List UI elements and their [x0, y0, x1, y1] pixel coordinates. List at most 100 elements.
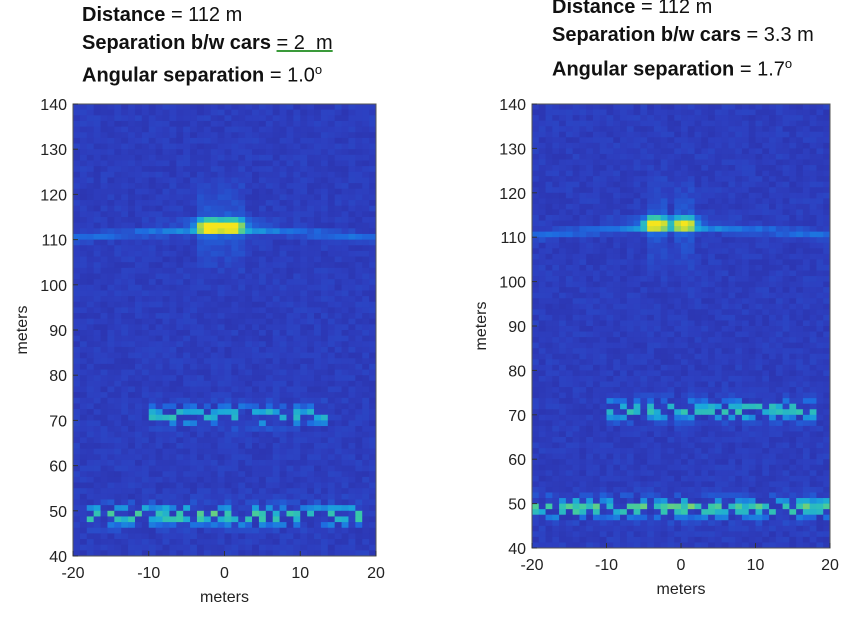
heatmap-cell	[128, 426, 136, 433]
heatmap-cell	[134, 188, 143, 195]
heatmap-cell	[114, 188, 122, 195]
heatmap-cell	[762, 253, 770, 260]
heatmap-cell	[307, 188, 315, 195]
heatmap-cell	[721, 165, 729, 172]
heatmap-cell	[626, 153, 635, 160]
heatmap-cell	[245, 194, 253, 201]
heatmap-cell	[613, 187, 621, 194]
heatmap-cell	[300, 137, 308, 145]
heatmap-cell	[545, 142, 553, 149]
heatmap-cell	[552, 153, 560, 160]
heatmap-cell	[327, 143, 336, 150]
heatmap-cell	[183, 166, 191, 173]
heatmap-cell	[620, 131, 628, 138]
heatmap-cell	[341, 239, 349, 246]
heatmap-cell	[307, 510, 315, 517]
heatmap-cell	[714, 137, 723, 144]
heatmap-cell	[100, 115, 108, 122]
heatmap-cell	[559, 137, 567, 144]
heatmap-cell	[816, 120, 824, 127]
heatmap-cell	[653, 215, 662, 222]
heatmap-cell	[559, 215, 567, 222]
heatmap-cell	[231, 465, 239, 472]
heatmap-cell	[762, 181, 770, 188]
heatmap-cell	[73, 488, 81, 495]
heatmap-cell	[341, 471, 349, 478]
heatmap-cell	[79, 522, 88, 529]
heatmap-cell	[816, 264, 824, 271]
heatmap-cell	[572, 215, 580, 222]
heatmap-cell	[79, 493, 88, 500]
heatmap-cell	[121, 471, 129, 478]
heatmap-cell	[245, 200, 253, 207]
heatmap-cell	[532, 192, 540, 199]
heatmap-cell	[183, 205, 191, 212]
heatmap-cell	[769, 109, 777, 116]
heatmap-cell	[286, 341, 294, 348]
heatmap-cell	[272, 183, 281, 190]
heatmap-cell	[252, 505, 260, 512]
heatmap-cell	[252, 397, 260, 404]
heatmap-cell	[775, 120, 784, 127]
heatmap-cell	[203, 386, 212, 393]
heatmap-cell	[73, 211, 81, 218]
heatmap-cell	[334, 443, 343, 450]
heatmap-cell	[653, 198, 662, 205]
heatmap-cell	[769, 270, 777, 277]
heatmap-cell	[592, 176, 601, 183]
heatmap-cell	[114, 262, 122, 269]
heatmap-cell	[183, 183, 191, 190]
heatmap-cell	[559, 153, 567, 160]
heatmap-cell	[579, 104, 587, 111]
heatmap-cell	[823, 153, 831, 160]
heatmap-cell	[245, 290, 253, 297]
heatmap-cell	[769, 187, 777, 194]
heatmap-cell	[79, 132, 88, 139]
heatmap-cell	[762, 104, 770, 111]
heatmap-cell	[748, 259, 756, 266]
heatmap-cell	[599, 242, 607, 249]
heatmap-cell	[307, 443, 315, 450]
heatmap-cell	[823, 248, 831, 255]
heatmap-cell	[210, 318, 219, 325]
heatmap-cell	[369, 194, 377, 201]
heatmap-cell	[714, 104, 723, 111]
heatmap-cell	[362, 233, 370, 241]
heatmap-cell	[176, 205, 184, 212]
heatmap-cell	[169, 510, 177, 517]
heatmap-cell	[334, 262, 343, 269]
heatmap-cell	[245, 431, 253, 438]
heatmap-cell	[169, 166, 177, 173]
heatmap-cell	[252, 493, 260, 500]
heatmap-cell	[272, 290, 281, 297]
heatmap-cell	[320, 499, 329, 506]
heatmap-cell	[176, 233, 184, 241]
heatmap-cell	[647, 115, 655, 122]
heatmap-cell	[369, 109, 377, 116]
heatmap-cell	[721, 248, 729, 255]
heatmap-cell	[620, 170, 628, 177]
heatmap-cell	[640, 153, 648, 160]
heatmap-cell	[586, 231, 594, 238]
heatmap-cell	[355, 239, 363, 246]
heatmap-cell	[238, 143, 246, 150]
heatmap-cell	[355, 550, 363, 557]
heatmap-cell	[100, 533, 108, 540]
heatmap-cell	[341, 115, 349, 122]
heatmap-cell	[107, 533, 115, 540]
heatmap-cell	[674, 237, 682, 244]
heatmap-cell	[559, 104, 567, 111]
heatmap-cell	[93, 256, 102, 263]
heatmap-cell	[162, 539, 170, 546]
heatmap-cell	[224, 250, 232, 258]
heatmap-cell	[169, 318, 177, 325]
heatmap-cell	[293, 426, 301, 433]
heatmap-cell	[231, 318, 239, 325]
heatmap-cell	[320, 420, 329, 427]
heatmap-cell	[802, 220, 811, 227]
heatmap-cell	[86, 239, 95, 246]
heatmap-cell	[355, 539, 363, 546]
heatmap-cell	[667, 242, 675, 249]
heatmap-cell	[775, 259, 784, 266]
heatmap-cell	[355, 499, 363, 506]
